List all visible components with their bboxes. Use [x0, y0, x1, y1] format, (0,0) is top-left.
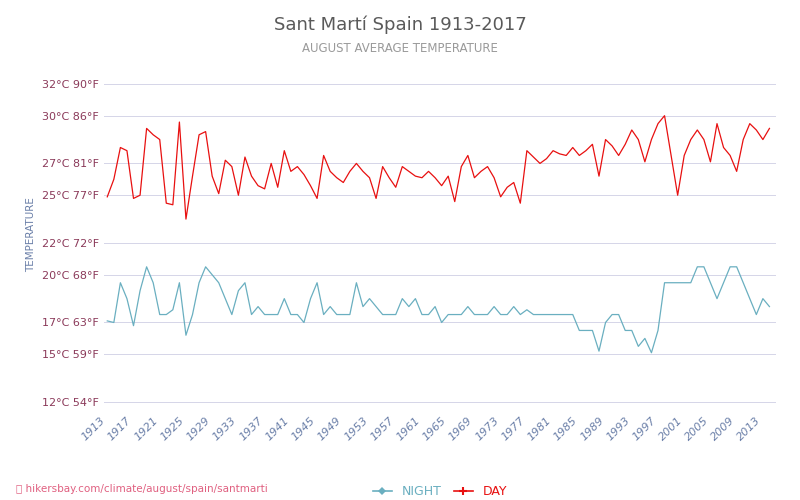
- Text: 📍 hikersbay.com/climate/august/spain/santmarti: 📍 hikersbay.com/climate/august/spain/san…: [16, 484, 268, 494]
- Y-axis label: TEMPERATURE: TEMPERATURE: [26, 198, 37, 272]
- Legend: NIGHT, DAY: NIGHT, DAY: [368, 480, 512, 500]
- Text: AUGUST AVERAGE TEMPERATURE: AUGUST AVERAGE TEMPERATURE: [302, 42, 498, 56]
- Text: Sant Martí Spain 1913-2017: Sant Martí Spain 1913-2017: [274, 15, 526, 34]
